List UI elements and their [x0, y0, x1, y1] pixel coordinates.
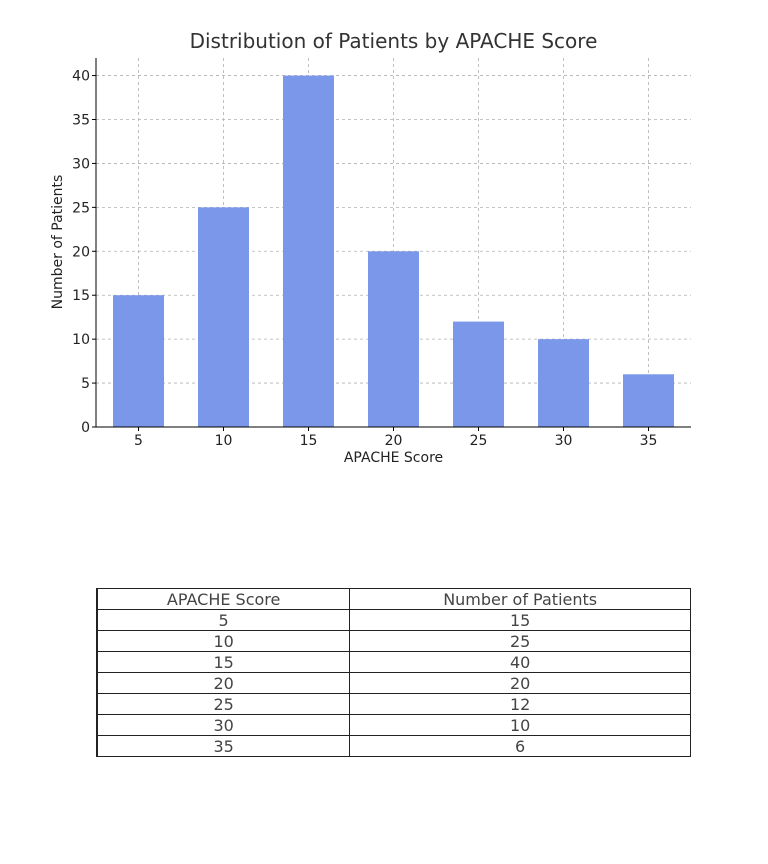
tick-labels: 0 5 10 15 20 25 30 35 40 5 10 15 20 25 30 35: [72, 69, 657, 449]
table-cell-patients: 25: [349, 630, 691, 652]
y-tick-label: 40: [72, 69, 90, 85]
table-cell-patients: 12: [349, 693, 691, 715]
y-tick-label: 0: [81, 420, 90, 436]
bar: [453, 321, 504, 427]
bar: [368, 251, 419, 427]
x-tick-label: 20: [385, 433, 403, 449]
table-cell-score: 5: [96, 609, 351, 631]
table-header-score: APACHE Score: [96, 588, 351, 610]
table-row: 30 10: [96, 714, 691, 736]
bars: [113, 75, 674, 428]
table-cell-score: 20: [96, 672, 351, 694]
x-axis-label: APACHE Score: [343, 450, 444, 466]
bar: [198, 207, 249, 427]
bar: [283, 75, 334, 428]
table-cell-score: 25: [96, 693, 351, 715]
y-tick-label: 5: [81, 376, 90, 392]
table-row: 15 40: [96, 651, 691, 673]
table-cell-score: 35: [96, 735, 351, 757]
table-cell-score: 30: [96, 714, 351, 736]
y-axis-label: Number of Patients: [50, 174, 66, 310]
y-tick-label: 35: [72, 113, 90, 129]
data-table: APACHE Score Number of Patients 5 15 10 …: [96, 588, 691, 757]
x-tick-label: 5: [134, 433, 143, 449]
table-cell-patients: 10: [349, 714, 691, 736]
axes: [92, 58, 691, 431]
y-tick-label: 10: [72, 332, 90, 348]
bar: [113, 295, 164, 427]
y-tick-label: 30: [72, 156, 90, 172]
table-cell-score: 15: [96, 651, 351, 673]
table-row: 25 12: [96, 693, 691, 715]
table-cell-patients: 40: [349, 651, 691, 673]
table-header-row: APACHE Score Number of Patients: [96, 588, 691, 610]
table-row: 5 15: [96, 609, 691, 631]
y-tick-label: 20: [72, 244, 90, 260]
x-tick-label: 35: [640, 433, 658, 449]
table-cell-patients: 15: [349, 609, 691, 631]
x-tick-label: 30: [555, 433, 573, 449]
bar: [538, 339, 589, 427]
table-cell-patients: 20: [349, 672, 691, 694]
table-header-patients: Number of Patients: [349, 588, 691, 610]
table-row: 20 20: [96, 672, 691, 694]
chart-title: Distribution of Patients by APACHE Score: [189, 29, 598, 53]
y-tick-label: 25: [72, 200, 90, 216]
x-tick-label: 25: [470, 433, 488, 449]
bar: [623, 374, 674, 427]
x-tick-label: 10: [215, 433, 233, 449]
table-row: 10 25: [96, 630, 691, 652]
table-cell-score: 10: [96, 630, 351, 652]
x-tick-label: 15: [300, 433, 318, 449]
bar-chart: 0 5 10 15 20 25 30 35 40 5 10 15 20 25 30 35: [72, 58, 691, 449]
table-cell-patients: 6: [349, 735, 691, 757]
table-row: 35 6: [96, 735, 691, 757]
y-tick-label: 15: [72, 288, 90, 304]
